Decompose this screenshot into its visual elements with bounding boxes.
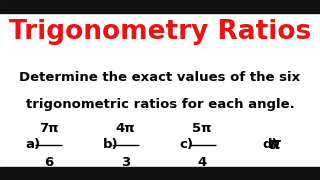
Bar (0, 167, 320, 180)
Text: 4π: 4π (116, 122, 135, 135)
Text: π: π (269, 137, 281, 152)
Text: Determine the exact values of the six: Determine the exact values of the six (20, 71, 300, 84)
Text: d): d) (262, 138, 278, 151)
Text: 4: 4 (198, 156, 207, 168)
Text: 5π: 5π (193, 122, 212, 135)
Text: 3: 3 (121, 156, 130, 168)
Text: c): c) (179, 138, 193, 151)
Text: Trigonometry Ratios: Trigonometry Ratios (9, 19, 311, 45)
Text: 7π: 7π (39, 122, 58, 135)
Text: a): a) (26, 138, 41, 151)
Text: 6: 6 (44, 156, 53, 168)
Text: trigonometric ratios for each angle.: trigonometric ratios for each angle. (26, 98, 294, 111)
Text: b): b) (102, 138, 118, 151)
Bar (0, 0, 320, 13)
